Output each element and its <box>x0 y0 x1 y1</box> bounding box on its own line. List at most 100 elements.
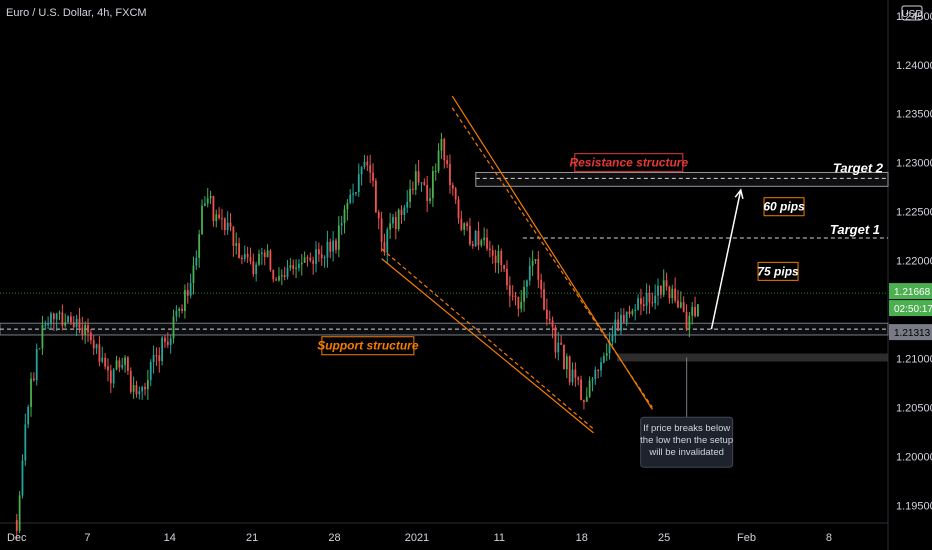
price-tick-label: 1.21000 <box>896 353 932 365</box>
candle-body <box>89 332 92 341</box>
candle-body <box>659 285 662 295</box>
candle-body <box>500 251 503 266</box>
candle-body <box>135 385 138 395</box>
candle-body <box>118 360 121 368</box>
candle-body <box>417 171 420 183</box>
candle-body <box>611 335 614 342</box>
price-tick-label: 1.22500 <box>896 207 932 219</box>
candle-body <box>668 286 671 299</box>
time-tick-label: 21 <box>246 532 258 544</box>
candle-body <box>420 182 423 184</box>
candle-body <box>491 250 494 256</box>
candle-body <box>469 225 471 245</box>
candle-body <box>192 265 195 284</box>
candle-body <box>537 259 540 280</box>
candle-body <box>186 290 189 296</box>
candle-body <box>337 225 340 250</box>
candle-body <box>55 313 58 320</box>
price-tick-label: 1.24000 <box>896 60 932 72</box>
candle-body <box>241 257 243 260</box>
candle-body <box>340 223 343 226</box>
price-axis[interactable]: 1.24000 1.23500 1.23000 1.22500 1.22000 1.210… <box>889 11 932 512</box>
candle-body <box>115 360 118 370</box>
candle-body <box>622 314 625 323</box>
last-price-tag-bg <box>889 283 932 300</box>
time-axis[interactable]: Dec 7 14 21 28 2021 11 18 25 Feb 8 <box>7 532 832 544</box>
candle-body <box>434 170 437 172</box>
currency-badge-label: USD <box>901 9 922 20</box>
candle-body <box>21 460 24 496</box>
wedge-line-3 <box>381 248 594 430</box>
candle-body <box>466 223 468 226</box>
candle-body <box>423 182 426 185</box>
candle-body <box>497 251 500 263</box>
candle-body <box>184 290 186 311</box>
candle-body <box>574 369 577 378</box>
candle-body <box>215 214 218 222</box>
candle-body <box>543 289 545 310</box>
candle-body <box>269 250 272 270</box>
candle-body <box>588 380 591 397</box>
candle-body <box>625 311 628 323</box>
candle-body <box>449 163 451 185</box>
candle-body <box>201 205 203 235</box>
candle-body <box>685 311 688 330</box>
candle-body <box>306 257 309 259</box>
candle-body <box>67 316 69 323</box>
candle-body <box>303 257 306 263</box>
invalidation-note-box <box>640 416 734 468</box>
candle-body <box>369 165 372 173</box>
candle-body <box>81 327 84 335</box>
currency-badge[interactable]: USD <box>901 5 923 21</box>
candle-body <box>212 196 215 222</box>
time-tick-label: 11 <box>494 532 505 544</box>
candle-body <box>488 248 491 251</box>
candle-body <box>463 223 466 230</box>
candle-body <box>631 310 634 314</box>
candle-body <box>161 337 164 362</box>
zones-layer <box>0 171 889 362</box>
last-price-tag-label: 1.21668 <box>894 287 931 298</box>
candle-body <box>614 319 617 336</box>
time-tick-label: 25 <box>658 532 670 544</box>
candle-body <box>608 341 611 354</box>
candle-body <box>309 257 312 261</box>
candle-body <box>238 243 240 258</box>
candle-body <box>548 318 551 321</box>
candle-body <box>437 150 440 171</box>
time-tick-label: 7 <box>84 532 90 544</box>
candle-body <box>260 252 263 254</box>
candle-body <box>24 424 27 461</box>
invalidation-zone <box>617 353 888 362</box>
candle-body <box>235 243 238 246</box>
candle-body <box>486 237 488 249</box>
candle-body <box>352 193 354 195</box>
candle-body <box>127 357 129 371</box>
candle-body <box>426 184 429 202</box>
candle-body <box>563 344 565 370</box>
candle-body <box>141 386 144 392</box>
resistance-zone <box>475 171 889 187</box>
candle-body <box>41 325 44 349</box>
candle-body <box>483 237 486 241</box>
candle-body <box>289 265 292 268</box>
candle-body <box>451 184 454 189</box>
candle-body <box>203 203 206 206</box>
candle-body <box>671 288 674 299</box>
candle-body <box>206 198 209 204</box>
time-tick-label: Feb <box>737 532 756 544</box>
candle-body <box>172 316 175 339</box>
candle-body <box>18 495 21 531</box>
candle-body <box>64 322 67 326</box>
candle-body <box>591 378 594 381</box>
candle-body <box>255 264 258 275</box>
candle-body <box>343 209 346 224</box>
time-tick-label: 2021 <box>405 532 429 544</box>
candle-body <box>440 139 443 151</box>
candle-body <box>98 344 101 362</box>
candle-body <box>677 300 679 308</box>
candle-body <box>637 298 639 310</box>
candle-body <box>374 180 377 213</box>
candle-body <box>109 370 112 384</box>
